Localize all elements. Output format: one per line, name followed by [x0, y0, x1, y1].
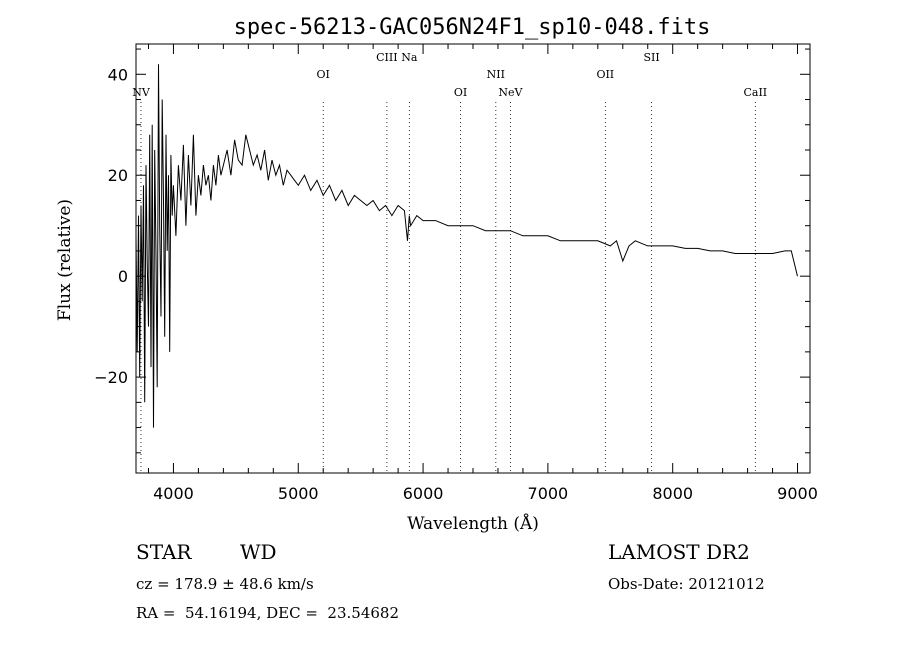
y-tick-label: 0 [118, 267, 128, 286]
emission-line-label: CaII [743, 86, 767, 99]
emission-line-label: NII [487, 68, 505, 81]
y-tick-label: 20 [108, 166, 128, 185]
x-tick-label: 5000 [278, 484, 319, 503]
plot-frame [135, 43, 811, 474]
chart-title: spec-56213-GAC056N24F1_sp10-048.fits [234, 15, 711, 40]
y-axis-label: Flux (relative) [55, 199, 75, 321]
x-tick-label: 8000 [652, 484, 693, 503]
x-tick-label: 7000 [528, 484, 569, 503]
survey-label: LAMOST DR2 [608, 540, 750, 564]
y-tick-label: 40 [108, 65, 128, 84]
x-axis-ticks: 4000 5000 6000 7000 8000 9000 [147, 44, 818, 503]
x-tick-label: 4000 [153, 484, 194, 503]
emission-line-label: OI [454, 86, 467, 99]
emission-line-label: Na [401, 51, 418, 64]
emission-line-label: OII [596, 68, 614, 81]
class-label: STAR [136, 540, 192, 564]
cz-value: cz = 178.9 ± 48.6 km/s [136, 575, 314, 593]
emission-line-label: OI [317, 68, 330, 81]
emission-line-label: SII [643, 51, 659, 64]
x-tick-label: 6000 [403, 484, 444, 503]
coordinates: RA = 54.16194, DEC = 23.54682 [136, 604, 400, 622]
y-axis-ticks: −20 0 20 40 [94, 48, 810, 454]
emission-line-label: NV [132, 86, 151, 99]
y-tick-label: −20 [94, 368, 128, 387]
emission-line-label: CIII [376, 51, 397, 64]
emission-line-labels: NV OI CIII Na OI NII NeV OII SII CaII [132, 51, 767, 99]
subclass-label: WD [240, 540, 277, 564]
obs-date: Obs-Date: 20121012 [608, 575, 765, 593]
x-axis-label: Wavelength (Å) [407, 513, 539, 534]
emission-line-label: NeV [498, 86, 523, 99]
x-tick-label: 9000 [777, 484, 818, 503]
flux-series-line [135, 64, 798, 428]
